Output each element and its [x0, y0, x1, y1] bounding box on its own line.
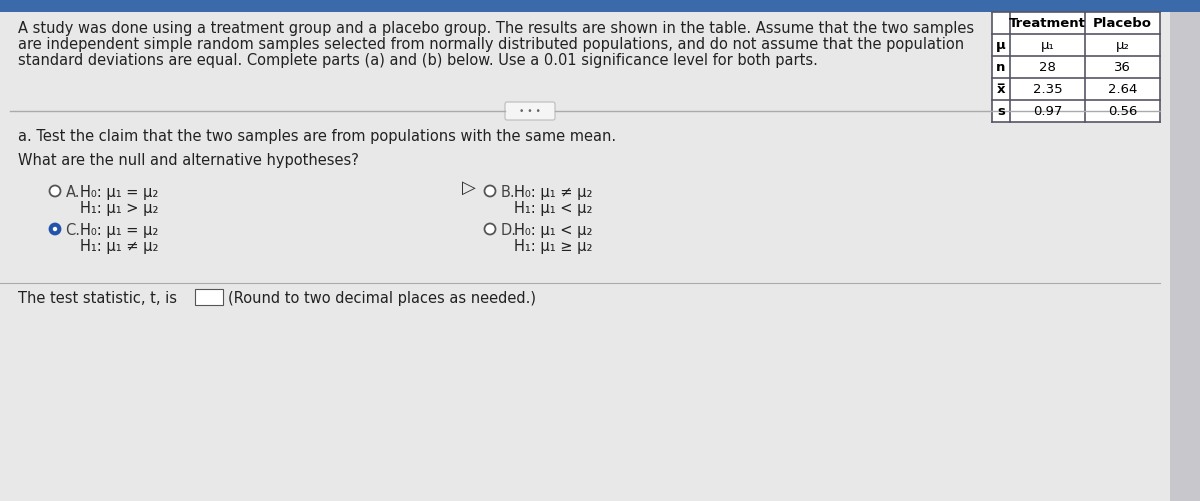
Text: n: n — [996, 61, 1006, 74]
Bar — [992, 12, 1160, 122]
Text: (Round to two decimal places as needed.): (Round to two decimal places as needed.) — [228, 291, 536, 306]
Text: Placebo: Placebo — [1093, 17, 1152, 30]
Text: Treatment: Treatment — [1009, 17, 1086, 30]
Text: μ: μ — [996, 39, 1006, 52]
Text: standard deviations are equal. Complete parts (a) and (b) below. Use a 0.01 sign: standard deviations are equal. Complete … — [18, 53, 818, 68]
Text: C.: C. — [66, 222, 80, 237]
Circle shape — [485, 223, 496, 234]
Text: H₁: μ₁ ≥ μ₂: H₁: μ₁ ≥ μ₂ — [515, 238, 593, 254]
Circle shape — [49, 223, 60, 234]
Text: 36: 36 — [1114, 61, 1130, 74]
Text: 28: 28 — [1039, 61, 1056, 74]
Text: H₀: μ₁ < μ₂: H₀: μ₁ < μ₂ — [515, 222, 593, 237]
Bar — [0, 0, 1200, 12]
Bar — [194, 289, 223, 305]
Text: B.: B. — [500, 184, 515, 199]
Text: x̅: x̅ — [997, 83, 1006, 96]
Bar — [1170, 12, 1200, 501]
Circle shape — [53, 227, 58, 231]
Text: 2.35: 2.35 — [1033, 83, 1062, 96]
Text: What are the null and alternative hypotheses?: What are the null and alternative hypoth… — [18, 153, 359, 168]
Circle shape — [49, 185, 60, 196]
Text: 0.56: 0.56 — [1108, 105, 1138, 118]
Circle shape — [485, 185, 496, 196]
FancyBboxPatch shape — [505, 102, 554, 120]
Text: 2.64: 2.64 — [1108, 83, 1138, 96]
Text: s: s — [997, 105, 1004, 118]
Text: are independent simple random samples selected from normally distributed populat: are independent simple random samples se… — [18, 37, 964, 52]
Text: H₁: μ₁ > μ₂: H₁: μ₁ > μ₂ — [79, 200, 158, 215]
Text: The test statistic, t, is: The test statistic, t, is — [18, 291, 178, 306]
Text: ▷: ▷ — [462, 179, 476, 197]
Text: H₀: μ₁ ≠ μ₂: H₀: μ₁ ≠ μ₂ — [515, 184, 593, 199]
Text: H₀: μ₁ = μ₂: H₀: μ₁ = μ₂ — [79, 184, 158, 199]
Text: μ₂: μ₂ — [1116, 39, 1129, 52]
Text: D.: D. — [500, 222, 516, 237]
Text: H₁: μ₁ ≠ μ₂: H₁: μ₁ ≠ μ₂ — [79, 238, 158, 254]
Text: H₀: μ₁ = μ₂: H₀: μ₁ = μ₂ — [79, 222, 158, 237]
Text: a. Test the claim that the two samples are from populations with the same mean.: a. Test the claim that the two samples a… — [18, 129, 616, 144]
Text: A.: A. — [66, 184, 80, 199]
Text: A study was done using a treatment group and a placebo group. The results are sh: A study was done using a treatment group… — [18, 21, 974, 36]
Text: • • •: • • • — [520, 107, 541, 116]
Text: 0.97: 0.97 — [1033, 105, 1062, 118]
Text: μ₁: μ₁ — [1040, 39, 1055, 52]
Text: H₁: μ₁ < μ₂: H₁: μ₁ < μ₂ — [515, 200, 593, 215]
